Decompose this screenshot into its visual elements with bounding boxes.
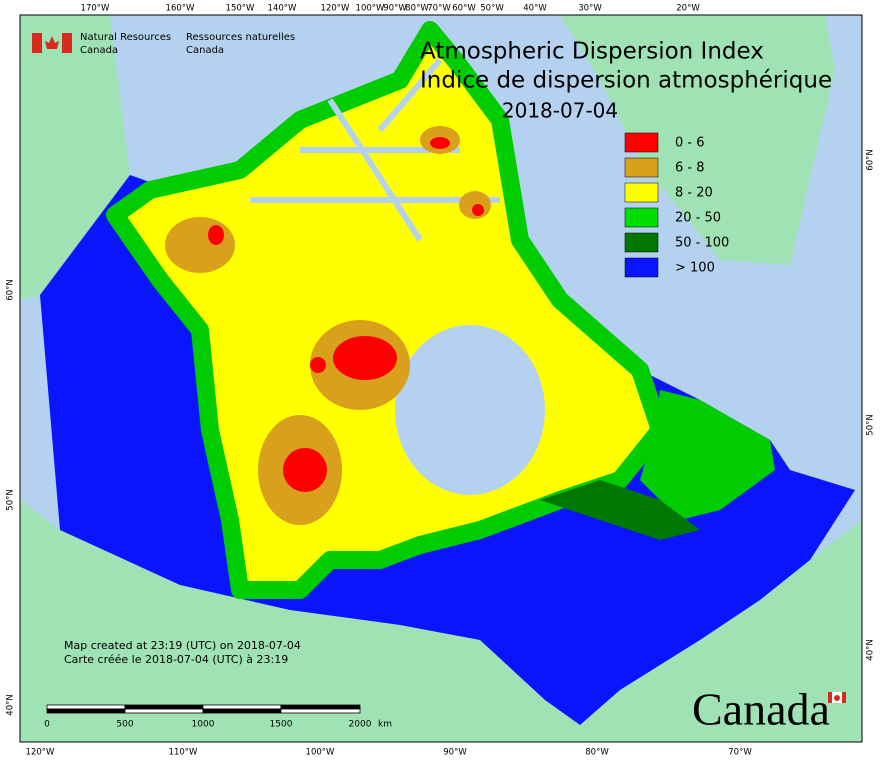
legend-swatch [624,257,659,278]
red-blob [208,225,224,245]
graticule-label: 40°N [6,694,16,715]
orange-blob [165,217,235,273]
graticule-label: 70°W [728,748,752,758]
alaska [20,15,130,300]
legend-swatch [624,232,659,253]
graticule-label: 140°W [268,4,297,14]
graticule-label: 120°W [321,4,350,14]
graticule-label: 70°W [427,4,451,14]
scale-label: 1000 [192,720,215,730]
graticule-label: 60°N [866,149,876,170]
graticule-label: 80°W [585,748,609,758]
flag [32,33,42,53]
scale-label: 500 [116,720,133,730]
legend-swatch [624,182,659,203]
wordmark-flag [834,695,840,701]
graticule-label: 100°W [356,4,385,14]
scale-segment [46,704,126,710]
legend-swatch [624,157,659,178]
graticule-label: 40°W [523,4,547,14]
east-green [640,390,775,520]
flag [62,33,72,53]
greenland [560,15,835,265]
graticule-label: 160°W [166,4,195,14]
usa [20,500,862,742]
legend-label: 20 - 50 [675,211,721,226]
graticule-label: 90°W [383,4,407,14]
legend-label: 8 - 20 [675,186,713,201]
wordmark: Canada [692,684,830,735]
legend-label: > 100 [675,261,715,276]
scale-unit: km [378,720,392,730]
graticule-label: 60°N [6,279,16,300]
scale-segment [280,708,361,714]
east-darkgreen [540,480,700,540]
scale-segment [202,708,282,714]
agency-fr: Ressources naturelles [186,32,295,43]
graticule-label: 20°W [676,4,700,14]
legend-swatch [624,132,659,153]
graticule-label: 100°W [306,748,335,758]
graticule-label: 60°W [452,4,476,14]
legend-label: 6 - 8 [675,161,705,176]
graticule-label: 50°W [480,4,504,14]
credit: Map created at 23:19 (UTC) on 2018-07-04 [64,639,301,652]
scale-segment [46,708,126,714]
graticule-label: 80°W [405,4,429,14]
credit: Carte créée le 2018-07-04 (UTC) à 23:19 [64,653,288,666]
red-blob [310,357,326,373]
graticule-label: 50°N [6,489,16,510]
title: Indice de dispersion atmosphérique [420,68,832,94]
title: Atmospheric Dispersion Index [420,39,764,65]
legend-label: 0 - 6 [675,136,705,151]
graticule-label: 120°W [26,748,55,758]
graticule-label: 170°W [81,4,110,14]
graticule-label: 50°N [866,414,876,435]
flag [45,36,59,49]
graticule-label: 30°W [578,4,602,14]
date: 2018-07-04 [502,99,618,123]
scale-label: 2000 [349,720,372,730]
red-blob [283,448,327,492]
scale-segment [124,708,204,714]
agency-en: Natural Resources [80,32,171,43]
scale-label: 0 [44,720,50,730]
graticule-label: 40°N [866,639,876,660]
graticule-label: 150°W [226,4,255,14]
red-blob [333,336,397,380]
arctic-channels [250,58,500,242]
scale-segment [202,704,282,710]
scale-segment [124,704,204,710]
legend-swatch [624,207,659,228]
hudson-bay [395,325,545,495]
agency-fr: Canada [186,45,224,56]
legend-label: 50 - 100 [675,236,729,251]
scale-label: 1500 [270,720,293,730]
agency-en: Canada [80,45,118,56]
red-blob [430,137,450,149]
graticule-label: 110°W [169,748,198,758]
scale-segment [280,704,361,710]
frame [19,14,863,743]
graticule-label: 90°W [443,748,467,758]
red-blob [472,204,484,216]
